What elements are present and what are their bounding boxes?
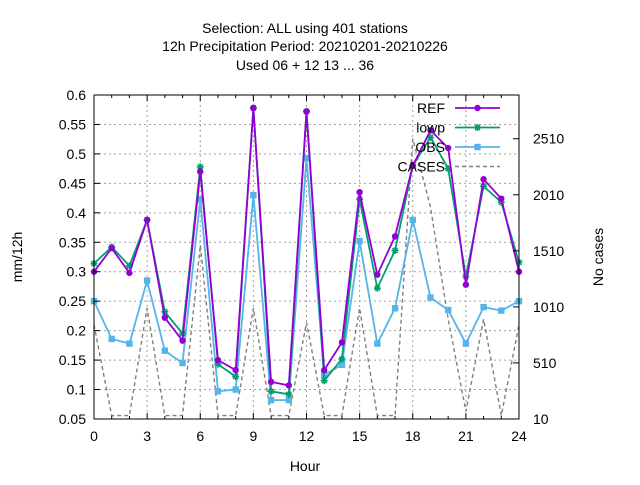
data-point-ref: [214, 356, 222, 364]
data-point-obs: [214, 388, 222, 395]
y-tick-label: 0.4: [67, 205, 87, 221]
data-point-ref: [498, 195, 505, 202]
series-layer: [90, 104, 523, 417]
y-tick-label: 0.1: [67, 382, 87, 398]
data-point-lowp: [338, 355, 346, 363]
y2-tick-label: 10: [533, 411, 549, 427]
data-point-lowp: [232, 373, 240, 381]
data-point-ref: [303, 108, 310, 115]
data-point-ref: [232, 366, 239, 374]
x-tick-label: 0: [90, 428, 98, 444]
data-point-obs: [356, 237, 363, 245]
legend-label-cases: CASES: [398, 159, 445, 175]
data-point-obs: [498, 307, 505, 314]
chart-title-line-1: Selection: ALL using 401 stations: [202, 20, 408, 36]
chart-title-line-3: Used 06 + 12 13 ... 36: [236, 57, 374, 73]
data-point-ref: [285, 382, 292, 389]
y-tick-label: 0.35: [59, 234, 86, 250]
data-point-obs: [285, 396, 292, 404]
x-axis-label: Hour: [290, 458, 321, 474]
y-tick-label: 0.3: [67, 264, 87, 280]
data-point-obs: [374, 340, 381, 347]
data-point-obs: [179, 359, 186, 367]
data-point-obs: [108, 335, 115, 343]
data-point-lowp: [320, 377, 328, 385]
data-point-obs: [232, 386, 239, 393]
data-point-obs: [427, 294, 434, 301]
data-point-ref: [444, 144, 452, 152]
data-point-ref: [462, 281, 470, 288]
data-point-lowp: [285, 390, 293, 398]
data-point-obs: [303, 154, 310, 162]
data-point-ref: [427, 127, 434, 134]
y-tick-label: 0.6: [67, 87, 87, 103]
legend-label-obs: OBS: [415, 139, 445, 155]
x-tick-label: 18: [405, 428, 421, 444]
x-tick-label: 15: [352, 428, 368, 444]
axis-layer: 0 3 6 9 12 15 18 21 24 0.05 0.1 0.15 0.2 0.25 0.3 0.35 0…: [59, 87, 565, 444]
x-tick-label: 12: [299, 428, 315, 444]
chart-title-line-2: 12h Precipitation Period: 20210201-20210…: [162, 38, 448, 54]
grid-layer: [94, 95, 519, 419]
y-tick-label: 0.5: [67, 146, 87, 162]
x-tick-label: 3: [143, 428, 151, 444]
data-point-ref: [338, 339, 346, 346]
x-tick-label: 6: [196, 428, 204, 444]
data-point-ref: [409, 162, 416, 169]
y2-axis-label: No cases: [590, 228, 606, 286]
data-point-obs: [161, 347, 169, 354]
data-point-obs: [462, 340, 470, 347]
y2-tick-label: 2510: [533, 131, 564, 147]
y-tick-label: 0.05: [59, 411, 86, 427]
data-point-ref: [374, 271, 381, 278]
data-point-ref: [161, 314, 169, 321]
data-point-lowp: [373, 284, 381, 292]
y-tick-label: 0.25: [59, 293, 86, 309]
data-point-obs: [409, 216, 416, 224]
data-point-ref: [108, 244, 115, 252]
x-tick-label: 24: [511, 428, 527, 444]
data-point-ref: [179, 337, 186, 344]
series-line-cases: [93, 138, 520, 417]
x-tick-label: 9: [249, 428, 257, 444]
data-point-obs: [391, 305, 399, 312]
data-point-obs: [444, 306, 452, 314]
y-tick-label: 0.55: [59, 116, 86, 132]
data-point-ref: [250, 104, 257, 112]
data-point-lowp: [391, 247, 399, 255]
data-point-obs: [197, 196, 204, 203]
data-point-obs: [250, 191, 257, 199]
data-point-lowp: [267, 387, 275, 395]
data-point-ref: [356, 189, 363, 196]
data-point-obs: [267, 396, 275, 404]
data-point-lowp: [426, 133, 434, 141]
data-point-ref: [197, 168, 204, 175]
legend-label-ref: REF: [417, 100, 445, 116]
y2-tick-label: 510: [533, 355, 557, 371]
x-tick-label: 21: [458, 428, 474, 444]
y-axis-label: mm/12h: [9, 232, 25, 283]
data-point-obs: [338, 361, 346, 369]
data-point-obs: [143, 277, 151, 284]
y2-tick-label: 2010: [533, 187, 564, 203]
y-tick-label: 0.2: [67, 323, 87, 339]
legend-label-lowp: lowp: [416, 120, 445, 136]
data-point-obs: [480, 303, 487, 311]
y2-tick-label: 1010: [533, 299, 564, 315]
data-point-ref: [126, 269, 133, 277]
legend: REF lowp OBS CASES: [398, 100, 500, 175]
y-tick-label: 0.15: [59, 352, 86, 368]
data-point-ref: [480, 176, 487, 183]
data-point-ref: [267, 378, 275, 386]
data-point-ref: [143, 216, 151, 224]
data-point-ref: [391, 233, 399, 240]
y-tick-label: 0.45: [59, 175, 86, 191]
y2-tick-label: 1510: [533, 243, 564, 259]
data-point-obs: [126, 340, 133, 347]
data-point-ref: [321, 366, 328, 374]
